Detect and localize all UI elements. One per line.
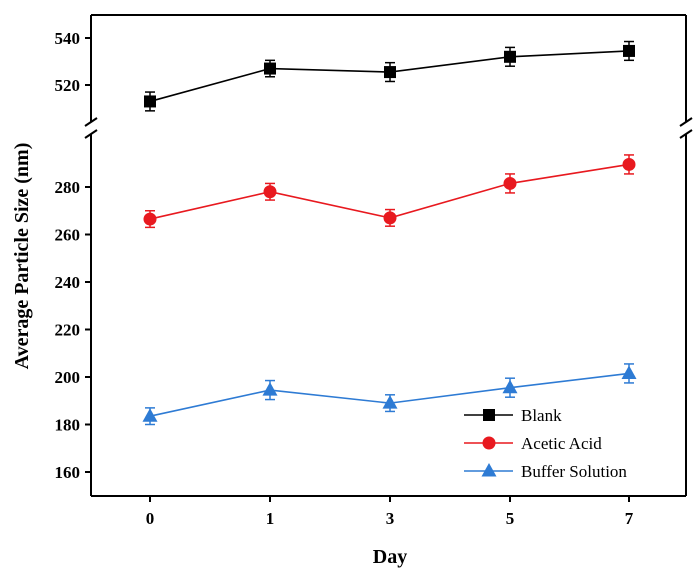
x-tick-label: 3 [386, 509, 395, 528]
axis-break-mark-left-bottom [84, 129, 98, 139]
legend-item: Blank [464, 406, 562, 425]
y-tick-label: 540 [55, 29, 81, 48]
y-tick-label: 220 [55, 321, 81, 340]
data-point [622, 157, 636, 171]
legend: Blank Acetic Acid Buffer Solution [464, 406, 627, 481]
series-layer [142, 40, 637, 426]
data-point [503, 176, 517, 190]
data-point [382, 395, 398, 409]
data-point [384, 66, 396, 79]
legend-marker [481, 463, 497, 477]
data-point [262, 382, 278, 396]
y-tick-label: 200 [55, 368, 81, 387]
x-axis-title: Day [373, 546, 407, 568]
legend-marker [482, 436, 496, 450]
y-tick-label: 260 [55, 226, 81, 245]
data-point [504, 50, 516, 63]
y-tick-label: 160 [55, 463, 81, 482]
legend-label: Acetic Acid [521, 434, 602, 453]
series-acetic-acid [143, 154, 636, 229]
data-point [623, 44, 635, 57]
data-point [502, 379, 518, 394]
y-axis-title: Average Particle Size (nm) [11, 143, 33, 370]
legend-label: Buffer Solution [521, 462, 627, 481]
legend-marker [483, 409, 495, 421]
axis-break-mark-left-top [84, 117, 98, 127]
data-point [144, 95, 156, 108]
data-point [264, 62, 276, 75]
x-tick-label: 5 [506, 509, 515, 528]
data-point [621, 365, 637, 379]
legend-label: Blank [521, 406, 562, 425]
series-blank [144, 40, 635, 112]
data-point [263, 185, 277, 199]
tick-labels: 520 540 160 180 200 220 240 260 280 0 1 3 5 7 [55, 29, 634, 528]
axes [84, 14, 693, 502]
axis-break-mark-right-top [679, 117, 693, 127]
legend-item: Buffer Solution [464, 462, 627, 481]
series-buffer-solution [142, 363, 637, 426]
y-tick-label: 520 [55, 76, 81, 95]
data-point [143, 212, 157, 226]
legend-item: Acetic Acid [464, 434, 602, 453]
y-tick-label: 180 [55, 416, 81, 435]
x-tick-label: 0 [146, 509, 155, 528]
y-tick-label: 240 [55, 273, 81, 292]
data-point [142, 408, 158, 422]
x-tick-label: 7 [625, 509, 634, 528]
axis-break-mark-right-bottom [679, 129, 693, 139]
data-point [383, 211, 397, 225]
y-tick-label: 280 [55, 178, 81, 197]
x-tick-label: 1 [266, 509, 275, 528]
